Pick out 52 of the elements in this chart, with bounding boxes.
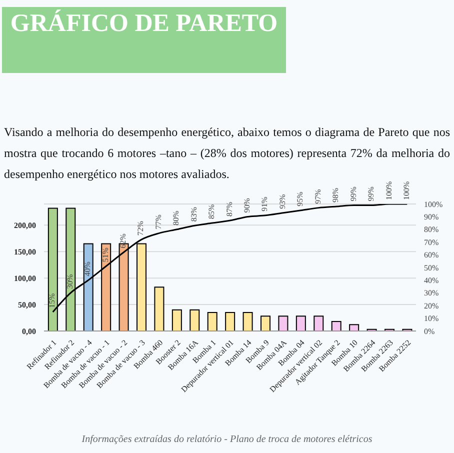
data-label: 98% [331, 188, 340, 203]
data-label: 85% [207, 204, 216, 220]
y2-tick-label: 30% [424, 288, 439, 298]
y2-tick-label: 50% [424, 263, 439, 272]
bar [296, 316, 306, 331]
data-label: 90% [242, 198, 252, 213]
data-label: 40% [83, 261, 92, 276]
y2-tick-label: 100% [424, 200, 443, 209]
data-label: 87% [224, 202, 234, 217]
data-label: 72% [136, 220, 146, 236]
bar [260, 316, 270, 331]
y2-tick-label: 40% [424, 276, 439, 286]
y-tick-label: 150,00 [14, 247, 36, 256]
bar [172, 309, 182, 331]
data-label: 100% [384, 181, 394, 200]
data-label: 83% [189, 206, 198, 222]
y2-tick-label: 0% [424, 326, 435, 336]
data-label: 51% [100, 247, 110, 262]
bar [190, 309, 200, 331]
bar [331, 320, 342, 331]
data-label: 95% [296, 191, 305, 206]
y-tick-label: 0,00 [22, 326, 36, 336]
data-label: 77% [154, 214, 163, 230]
bar [154, 286, 164, 331]
y-tick-label: 50,00 [18, 300, 36, 310]
data-label: 100% [402, 181, 411, 200]
y2-tick-label: 80% [424, 225, 439, 234]
bar [225, 312, 236, 331]
data-label: 15% [48, 292, 57, 308]
bar [242, 312, 253, 331]
bar [278, 316, 288, 331]
bar [349, 324, 360, 331]
data-label: 99% [366, 186, 376, 202]
data-label: 97% [313, 188, 322, 204]
y2-tick-label: 70% [424, 238, 439, 247]
bar [207, 312, 218, 331]
y2-tick-label: 10% [424, 314, 439, 324]
y2-tick-label: 90% [424, 212, 439, 222]
chart-title: GRÁFICO DE PARETO [2, 7, 286, 73]
y-tick-label: 200,00 [14, 221, 36, 230]
chart-subtitle: Visando a melhoria do desempenho energético, abaixo temos o diagrama de Pareto que nos mostra que trocando 6 motores –tano – (28% dos motores) representa 72% da melhoria do desempenho energético nos motores avaliados. [4, 125, 450, 181]
data-label: 30% [65, 274, 74, 289]
text: Informações extraídas do relatório - Plano de troca de motores elétricos [80, 434, 374, 445]
data-label: 93% [278, 194, 287, 209]
y2-tick-label: 20% [424, 301, 439, 310]
bar [314, 316, 324, 331]
data-label: 62% [118, 233, 128, 248]
y2-tick-label: 60% [424, 250, 439, 260]
data-label: 99% [348, 186, 358, 202]
y-tick-label: 100,00 [14, 274, 36, 283]
data-label: 91% [260, 196, 270, 212]
data-label: 80% [172, 210, 181, 226]
